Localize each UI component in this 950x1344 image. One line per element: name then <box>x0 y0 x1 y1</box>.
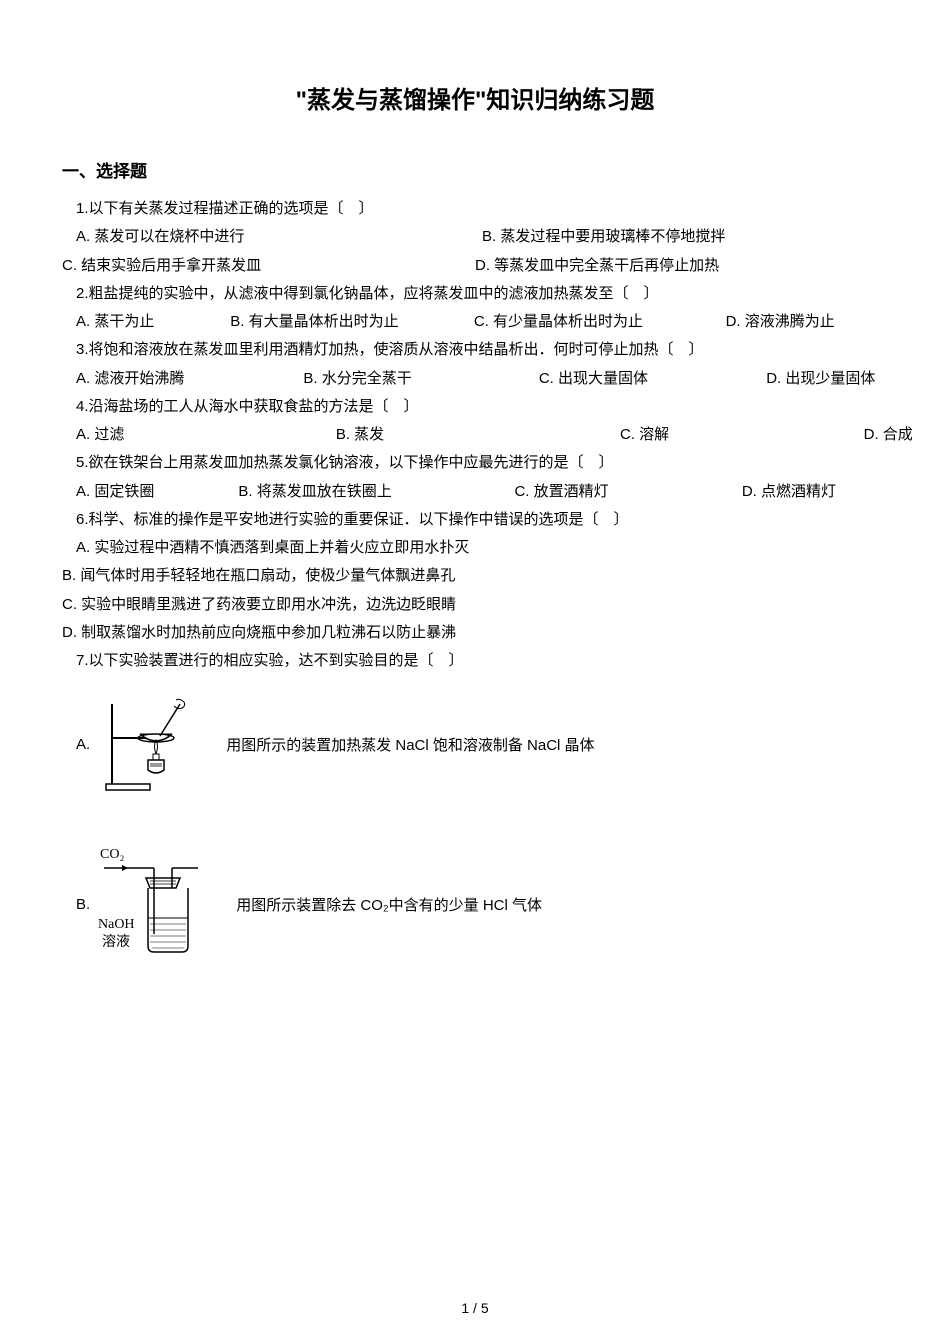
q2-opt-c: C. 有少量晶体析出时为止 <box>474 309 726 335</box>
section-header: 一、选择题 <box>62 157 888 182</box>
q6-opt-d: D. 制取蒸馏水时加热前应向烧瓶中参加几粒沸石以防止暴沸 <box>62 620 888 646</box>
q1-opt-c: C. 结束实验后用手拿开蒸发皿 <box>62 253 475 279</box>
q3-opt-b: B. 水分完全蒸干 <box>303 366 538 392</box>
page-title: "蒸发与蒸馏操作"知识归纳练习题 <box>62 80 888 115</box>
q7-opt-a-label: A. <box>76 736 90 753</box>
q1-opt-a: A. 蒸发可以在烧杯中进行 <box>76 224 482 250</box>
q7-opt-b-label: B. <box>76 896 90 913</box>
q6-opt-c: C. 实验中眼睛里溅进了药液要立即用水冲洗，边洗边眨眼睛 <box>62 592 888 618</box>
q5-stem: 5.欲在铁架台上用蒸发皿加热蒸发氯化钠溶液，以下操作中应最先进行的是〔 〕 <box>62 450 888 476</box>
q1-opt-b: B. 蒸发过程中要用玻璃棒不停地搅拌 <box>482 224 888 250</box>
q3-stem: 3.将饱和溶液放在蒸发皿里利用酒精灯加热，使溶质从溶液中结晶析出．何时可停止加热… <box>62 337 888 363</box>
q6-stem: 6.科学、标准的操作是平安地进行实验的重要保证．以下操作中错误的选项是〔 〕 <box>62 507 888 533</box>
q4-options: A. 过滤 B. 蒸发 C. 溶解 D. 合成 <box>62 422 888 448</box>
q2-stem: 2.粗盐提纯的实验中，从滤液中得到氯化钠晶体，应将蒸发皿中的滤液加热蒸发至〔 〕 <box>62 281 888 307</box>
q1-options-row2: C. 结束实验后用手拿开蒸发皿 D. 等蒸发皿中完全蒸干后再停止加热 <box>62 253 888 279</box>
q2-opt-b: B. 有大量晶体析出时为止 <box>230 309 474 335</box>
q7-opt-a: A. 用图所示的装置加热蒸发 NaCl 饱和溶液制备 NaCl 晶体 <box>62 694 888 794</box>
q4-opt-d: D. 合成 <box>864 422 913 448</box>
svg-text:溶液: 溶液 <box>102 934 130 950</box>
svg-text:NaOH: NaOH <box>98 917 135 932</box>
page-number: 1 / 5 <box>0 1300 950 1316</box>
q3-options: A. 滤液开始沸腾 B. 水分完全蒸干 C. 出现大量固体 D. 出现少量固体 <box>62 366 888 392</box>
q7-opt-b-text: 用图所示装置除去 CO₂中含有的少量 HCl 气体 <box>236 894 542 915</box>
q5-options: A. 固定铁圈 B. 将蒸发皿放在铁圈上 C. 放置酒精灯 D. 点燃酒精灯 <box>62 479 888 505</box>
q5-opt-d: D. 点燃酒精灯 <box>742 479 836 505</box>
q4-stem: 4.沿海盐场的工人从海水中获取食盐的方法是〔 〕 <box>62 394 888 420</box>
q1-options-row1: A. 蒸发可以在烧杯中进行 B. 蒸发过程中要用玻璃棒不停地搅拌 <box>62 224 888 250</box>
q2-options: A. 蒸干为止 B. 有大量晶体析出时为止 C. 有少量晶体析出时为止 D. 溶… <box>62 309 888 335</box>
svg-text:CO₂: CO₂ <box>100 847 124 862</box>
q2-opt-a: A. 蒸干为止 <box>76 309 230 335</box>
q4-opt-b: B. 蒸发 <box>336 422 620 448</box>
q5-opt-a: A. 固定铁圈 <box>76 479 238 505</box>
q4-opt-c: C. 溶解 <box>620 422 864 448</box>
evaporation-diagram-icon <box>98 694 208 794</box>
q7-opt-b: B. CO₂ NaOH 溶 <box>62 844 888 964</box>
q7-opt-a-text: 用图所示的装置加热蒸发 NaCl 饱和溶液制备 NaCl 晶体 <box>226 734 594 755</box>
gas-washing-diagram-icon: CO₂ NaOH 溶液 <box>98 844 218 964</box>
q3-opt-d: D. 出现少量固体 <box>766 366 875 392</box>
q3-opt-c: C. 出现大量固体 <box>539 366 766 392</box>
q1-opt-d: D. 等蒸发皿中完全蒸干后再停止加热 <box>475 253 888 279</box>
q6-opt-b: B. 闻气体时用手轻轻地在瓶口扇动，使极少量气体飘进鼻孔 <box>62 563 888 589</box>
q5-opt-c: C. 放置酒精灯 <box>514 479 741 505</box>
q4-opt-a: A. 过滤 <box>76 422 336 448</box>
q6-opt-a: A. 实验过程中酒精不慎洒落到桌面上并着火应立即用水扑灭 <box>62 535 888 561</box>
q5-opt-b: B. 将蒸发皿放在铁圈上 <box>238 479 514 505</box>
q7-stem: 7.以下实验装置进行的相应实验，达不到实验目的是〔 〕 <box>62 648 888 674</box>
q1-stem: 1.以下有关蒸发过程描述正确的选项是〔 〕 <box>62 196 888 222</box>
q3-opt-a: A. 滤液开始沸腾 <box>76 366 303 392</box>
q2-opt-d: D. 溶液沸腾为止 <box>726 309 888 335</box>
